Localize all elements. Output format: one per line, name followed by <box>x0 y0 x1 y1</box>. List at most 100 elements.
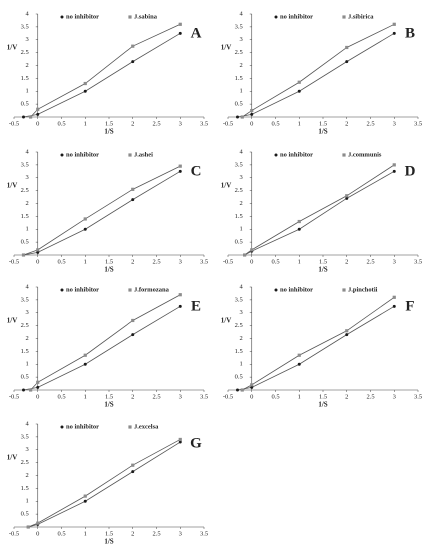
x-tick-label: 3 <box>393 120 396 127</box>
legend-label: J.excelsa <box>134 423 159 430</box>
x-tick-label: -0.5 <box>223 258 233 265</box>
data-point <box>236 115 239 119</box>
x-tick-label: 3.5 <box>200 120 208 127</box>
x-tick-label: 2 <box>345 393 348 400</box>
y-tick-label: 3.5 <box>235 161 243 168</box>
y-axis-label: 1/V <box>7 454 18 462</box>
x-tick-label: 0 <box>36 120 39 127</box>
y-tick-label: 1 <box>240 226 243 233</box>
y-tick-label: 3 <box>240 309 243 316</box>
series-line <box>23 165 181 256</box>
data-point <box>21 253 26 257</box>
y-tick-label: 2.5 <box>21 322 29 329</box>
data-point <box>36 521 40 525</box>
data-point <box>250 385 254 389</box>
x-tick-label: 0.5 <box>271 393 279 400</box>
series-line <box>242 23 395 118</box>
data-point <box>392 22 396 26</box>
legend-marker <box>274 15 278 19</box>
x-tick-label: -0.5 <box>223 393 233 400</box>
data-point <box>36 112 40 116</box>
chart-panel: -0.5 0 0.5 1 1.5 2 2.5 3 3.5 0.5 1 1.5 2 2.5 3 3.5 4 1/V 1… <box>221 283 422 408</box>
y-tick-label: 1.5 <box>21 213 29 220</box>
x-axis-label: 1/S <box>104 266 113 274</box>
y-tick-label: 2 <box>26 472 29 479</box>
x-tick-label: -0.5 <box>9 258 19 265</box>
data-point <box>36 385 40 389</box>
y-tick-label: 2 <box>240 62 243 69</box>
x-tick-label: 3.5 <box>200 393 208 400</box>
x-axis-label: 1/S <box>318 266 327 274</box>
data-point <box>131 333 135 337</box>
legend-label: no inhibitor <box>66 286 99 293</box>
x-tick-label: 2.5 <box>152 258 160 265</box>
legend-marker <box>60 288 64 292</box>
panel-letter: D <box>405 163 416 179</box>
data-point <box>240 388 244 392</box>
y-tick-label: 3.5 <box>235 23 243 30</box>
data-point <box>345 196 349 200</box>
data-point <box>345 194 349 198</box>
panel-letter: G <box>190 435 202 451</box>
data-point <box>83 353 87 357</box>
y-tick-label: 1 <box>26 226 29 233</box>
x-tick-label: 0 <box>36 530 39 537</box>
chart-panel: -0.5 0 0.5 1 1.5 2 2.5 3 3.5 0.5 1 1.5 2 2.5 3 3.5 4 1/V 1… <box>221 148 422 273</box>
data-point <box>250 112 254 116</box>
legend-label: no inhibitor <box>280 151 313 158</box>
y-tick-label: 0.5 <box>21 374 29 381</box>
x-tick-label: -0.5 <box>9 120 19 127</box>
data-point <box>131 463 135 467</box>
x-tick-label: 2.5 <box>366 120 374 127</box>
legend-label: J.formozana <box>134 286 170 293</box>
data-point <box>297 89 301 93</box>
y-tick-label: 3.5 <box>235 296 243 303</box>
x-tick-label: 2 <box>345 258 348 265</box>
y-tick-label: 3 <box>240 174 243 181</box>
y-tick-label: 3 <box>26 309 29 316</box>
data-point <box>36 248 40 252</box>
legend-label: J.sabina <box>134 13 158 20</box>
x-tick-label: 2 <box>131 258 134 265</box>
y-tick-label: 0.5 <box>235 239 243 246</box>
x-tick-label: -0.5 <box>9 530 19 537</box>
data-point <box>178 164 182 168</box>
x-tick-label: 0.5 <box>271 258 279 265</box>
series-line <box>28 439 181 528</box>
y-tick-label: 4 <box>26 148 30 155</box>
y-tick-label: 4 <box>26 10 30 17</box>
y-axis-label: 1/V <box>7 182 18 190</box>
data-point <box>83 499 87 503</box>
data-point <box>83 494 87 498</box>
y-tick-label: 0.5 <box>21 101 29 108</box>
y-axis-label: 1/V <box>221 44 232 52</box>
legend-label: no inhibitor <box>280 286 313 293</box>
y-tick-label: 2.5 <box>21 49 29 56</box>
data-point <box>178 440 182 444</box>
y-tick-label: 1.5 <box>235 348 243 355</box>
series-line <box>30 23 181 118</box>
x-tick-label: 0 <box>36 393 39 400</box>
panel-letter: A <box>191 25 202 41</box>
chart-panel: -0.5 0 0.5 1 1.5 2 2.5 3 3.5 0.5 1 1.5 2 2.5 3 3.5 4 1/V 1… <box>7 148 208 273</box>
data-point <box>392 169 396 173</box>
series-line <box>30 294 181 391</box>
panel-letter: F <box>405 298 414 314</box>
x-axis-label: 1/S <box>318 401 327 409</box>
data-point <box>297 227 301 231</box>
legend-marker <box>60 153 64 157</box>
y-tick-label: 4 <box>240 148 244 155</box>
x-tick-label: 3 <box>179 120 182 127</box>
legend-marker <box>342 153 346 157</box>
legend-marker <box>274 153 278 157</box>
series-line <box>244 164 395 256</box>
legend-label: J.ashei <box>134 151 153 158</box>
y-tick-label: 3.5 <box>21 296 29 303</box>
y-tick-label: 4 <box>26 283 30 290</box>
y-tick-label: 0.5 <box>235 374 243 381</box>
x-tick-label: 3 <box>393 258 396 265</box>
data-point <box>178 304 182 308</box>
y-tick-label: 3.5 <box>21 433 29 440</box>
y-tick-label: 1.5 <box>21 348 29 355</box>
y-tick-label: 3 <box>240 36 243 43</box>
